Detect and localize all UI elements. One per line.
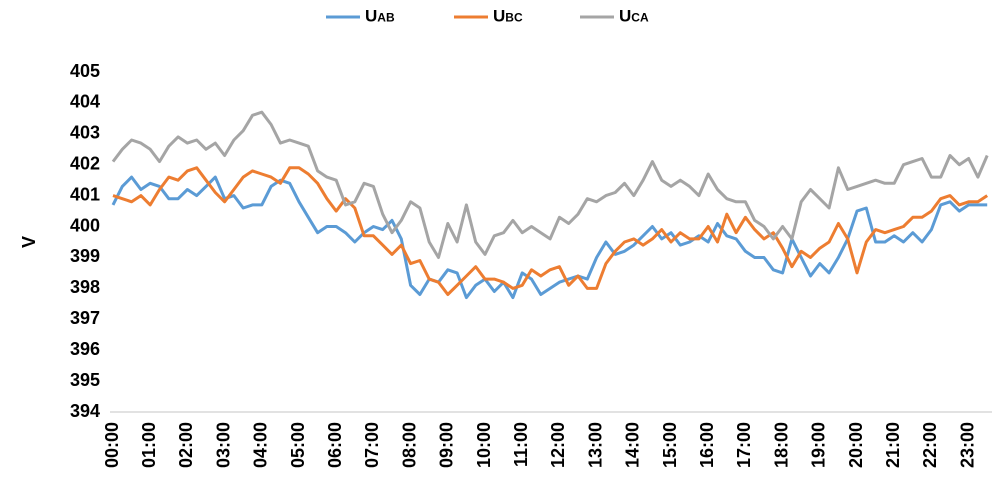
x-tick-label: 14:00 xyxy=(623,422,643,468)
y-tick-label: 397 xyxy=(70,308,100,328)
x-tick-label: 00:00 xyxy=(102,422,122,468)
x-tick-label: 17:00 xyxy=(734,422,754,468)
y-tick-label: 401 xyxy=(70,184,100,204)
series-line xyxy=(112,166,989,296)
x-tick-label: 09:00 xyxy=(437,422,457,468)
y-tick-label: 399 xyxy=(70,246,100,266)
x-tick-label: 18:00 xyxy=(771,422,791,468)
series-line xyxy=(111,175,988,300)
series-line xyxy=(111,110,989,259)
y-tick-label: 402 xyxy=(70,153,100,173)
x-tick-label: 01:00 xyxy=(139,422,159,468)
x-tick-label: 05:00 xyxy=(288,422,308,468)
x-tick-label: 02:00 xyxy=(176,422,196,468)
x-tick-label: 19:00 xyxy=(809,422,829,468)
x-tick-label: 21:00 xyxy=(883,422,903,468)
x-tick-label: 13:00 xyxy=(585,422,605,468)
legend-label: Uab xyxy=(365,6,395,25)
y-tick-label: 398 xyxy=(70,277,100,297)
y-tick-label: 400 xyxy=(70,215,100,235)
x-tick-label: 22:00 xyxy=(920,422,940,468)
y-tick-label: 396 xyxy=(70,339,100,359)
x-tick-label: 07:00 xyxy=(362,422,382,468)
x-tick-label: 15:00 xyxy=(660,422,680,468)
x-tick-label: 16:00 xyxy=(697,422,717,468)
x-tick-label: 20:00 xyxy=(846,422,866,468)
y-tick-label: 403 xyxy=(70,123,100,143)
x-tick-label: 08:00 xyxy=(399,422,419,468)
x-tick-label: 12:00 xyxy=(548,422,568,468)
y-tick-label: 405 xyxy=(70,61,100,81)
y-tick-label: 395 xyxy=(70,370,100,390)
y-axis-label: V xyxy=(19,236,39,248)
x-tick-label: 23:00 xyxy=(957,422,977,468)
legend-label: Uca xyxy=(619,6,649,25)
legend-label: Ubc xyxy=(493,6,523,25)
x-tick-label: 11:00 xyxy=(511,422,531,467)
x-tick-label: 10:00 xyxy=(474,422,494,468)
x-tick-label: 06:00 xyxy=(325,422,345,468)
y-tick-label: 394 xyxy=(70,401,100,421)
y-tick-label: 404 xyxy=(70,92,100,112)
x-tick-label: 03:00 xyxy=(213,422,233,468)
x-tick-label: 04:00 xyxy=(251,422,271,468)
